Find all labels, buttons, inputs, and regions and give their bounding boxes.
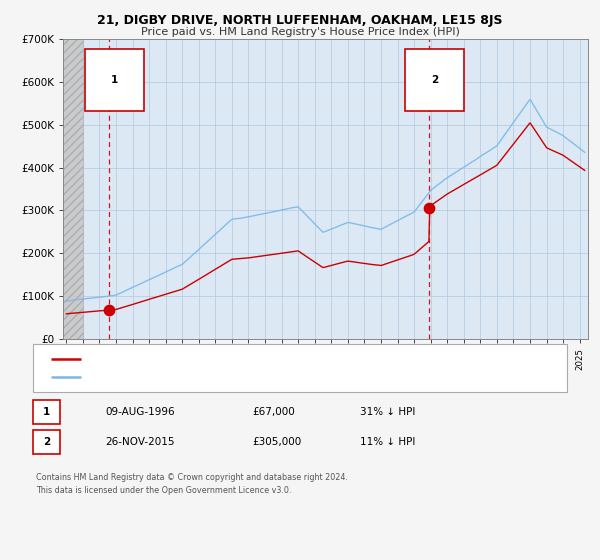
- Text: Contains HM Land Registry data © Crown copyright and database right 2024.
This d: Contains HM Land Registry data © Crown c…: [36, 473, 348, 494]
- Text: 2: 2: [431, 75, 438, 85]
- Text: 21, DIGBY DRIVE, NORTH LUFFENHAM, OAKHAM, LE15 8JS: 21, DIGBY DRIVE, NORTH LUFFENHAM, OAKHAM…: [97, 14, 503, 27]
- Text: 09-AUG-1996: 09-AUG-1996: [105, 407, 175, 417]
- Text: 21, DIGBY DRIVE, NORTH LUFFENHAM, OAKHAM, LE15 8JS (detached house): 21, DIGBY DRIVE, NORTH LUFFENHAM, OAKHAM…: [90, 354, 449, 363]
- Bar: [63, 39, 83, 339]
- Text: 1: 1: [43, 407, 50, 417]
- Text: HPI: Average price, detached house, Rutland: HPI: Average price, detached house, Rutl…: [90, 373, 302, 382]
- Text: 26-NOV-2015: 26-NOV-2015: [105, 437, 175, 447]
- Text: Price paid vs. HM Land Registry's House Price Index (HPI): Price paid vs. HM Land Registry's House …: [140, 27, 460, 37]
- Point: [424, 204, 434, 213]
- Text: 11% ↓ HPI: 11% ↓ HPI: [360, 437, 415, 447]
- Text: 1: 1: [111, 75, 118, 85]
- Point: [104, 306, 114, 315]
- Text: £67,000: £67,000: [252, 407, 295, 417]
- Text: 2: 2: [43, 437, 50, 447]
- Text: 31% ↓ HPI: 31% ↓ HPI: [360, 407, 415, 417]
- Text: £305,000: £305,000: [252, 437, 301, 447]
